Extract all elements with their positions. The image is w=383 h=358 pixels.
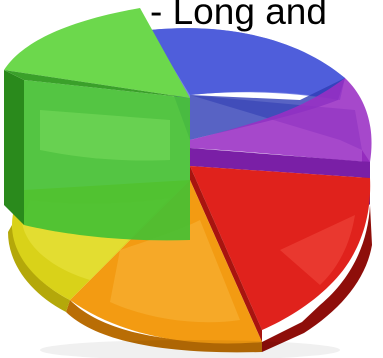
slice-red-side bbox=[262, 205, 372, 352]
slice-blue-top bbox=[150, 28, 345, 140]
slice-red-highlight bbox=[280, 215, 355, 285]
slice-green-side-front bbox=[24, 80, 190, 241]
slice-green-group bbox=[4, 8, 190, 241]
slice-purple bbox=[190, 78, 372, 162]
slice-green-highlight bbox=[40, 110, 170, 161]
slice-green-side-left bbox=[4, 70, 24, 225]
slice-red-inner-wall bbox=[190, 166, 262, 342]
pie-shadow bbox=[40, 340, 340, 358]
slice-yellow-side bbox=[8, 225, 70, 312]
slice-blue-face bbox=[190, 78, 345, 140]
caption-text: - Long and bbox=[150, 0, 327, 32]
slice-orange-light bbox=[110, 220, 240, 323]
slice-purple-front bbox=[190, 148, 370, 178]
slice-green bbox=[4, 8, 190, 98]
slice-green-top-shade bbox=[4, 70, 190, 98]
slice-orange-side bbox=[66, 300, 262, 353]
slice-red bbox=[190, 166, 371, 330]
